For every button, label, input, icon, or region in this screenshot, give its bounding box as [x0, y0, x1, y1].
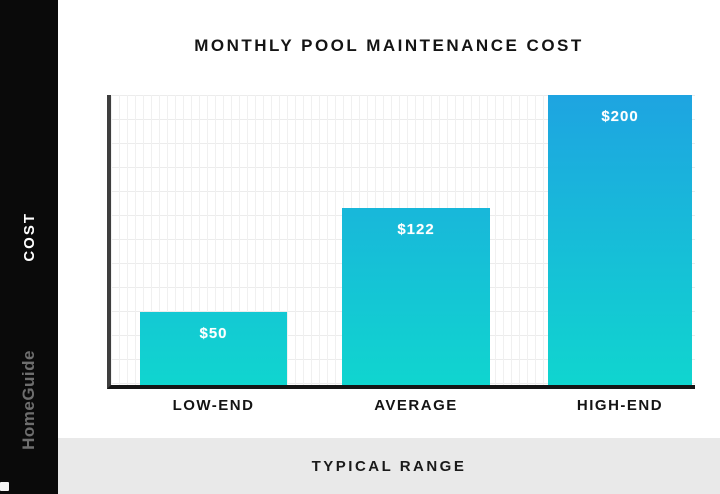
- x-tick-low-end: LOW-END: [172, 397, 255, 414]
- bar-value-label: $200: [601, 108, 639, 125]
- left-brand-band: COST HomeGuide: [0, 0, 58, 494]
- x-axis-title: TYPICAL RANGE: [311, 457, 467, 475]
- brand-name: HomeGuide: [19, 350, 38, 450]
- brand-label-wrap: HomeGuide: [0, 322, 58, 478]
- x-tick-average: AVERAGE: [374, 397, 458, 414]
- chart-plot-area: $50 $122 $200: [107, 95, 695, 389]
- y-axis-label: COST: [20, 212, 38, 262]
- bar-value-label: $50: [199, 325, 228, 342]
- x-axis-title-strip: TYPICAL RANGE: [58, 438, 720, 494]
- bar-average: $122: [342, 208, 490, 385]
- bar-value-label: $122: [397, 221, 435, 238]
- y-axis-label-wrap: COST: [0, 198, 58, 276]
- bar-high-end: $200: [548, 95, 692, 385]
- bar-low-end: $50: [140, 312, 287, 385]
- x-tick-high-end: HIGH-END: [576, 397, 664, 414]
- chart-title: MONTHLY POOL MAINTENANCE COST: [194, 36, 584, 55]
- brand-logo-fragment: [0, 482, 9, 491]
